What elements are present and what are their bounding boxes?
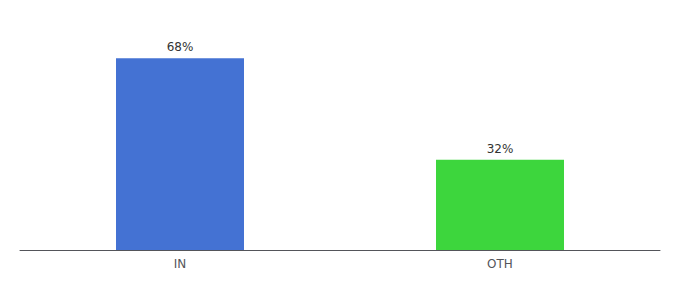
svg-text:32%: 32% bbox=[487, 142, 514, 156]
svg-text:68%: 68% bbox=[167, 40, 194, 54]
svg-text:IN: IN bbox=[174, 257, 187, 271]
svg-text:OTH: OTH bbox=[487, 257, 513, 271]
